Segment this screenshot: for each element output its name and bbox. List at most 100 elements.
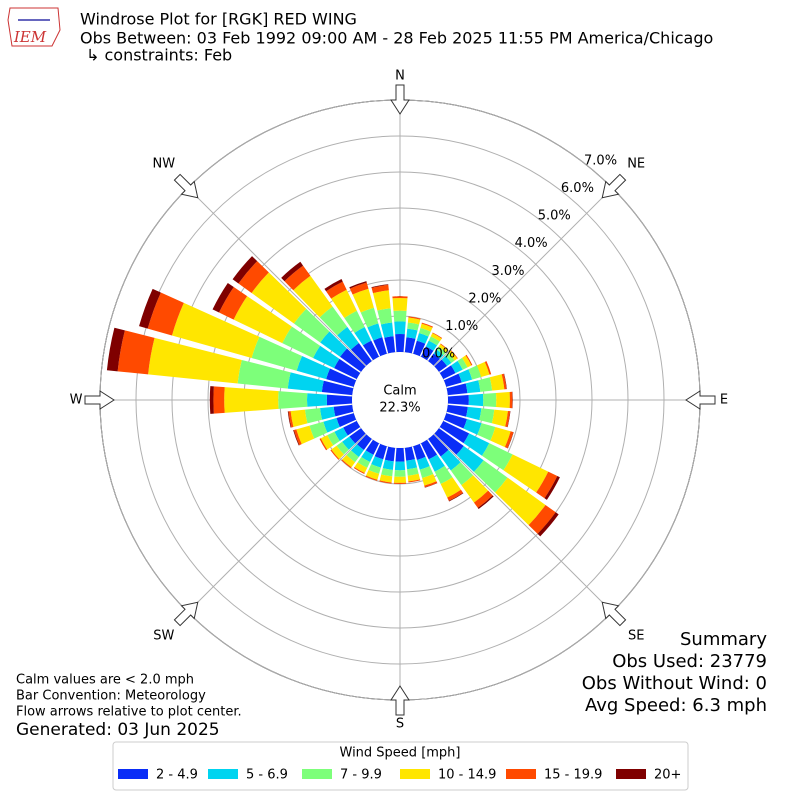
bar-segment — [456, 445, 484, 472]
bar-segment — [528, 504, 556, 534]
bar-segment — [446, 383, 468, 396]
bar-segment — [313, 345, 340, 369]
spoke — [187, 399, 401, 613]
summary-line: Avg Speed: 6.3 mph — [585, 695, 767, 716]
legend-swatch — [506, 769, 536, 779]
bar-segment — [416, 456, 430, 470]
bar-segment — [394, 470, 406, 477]
bar-segment — [439, 420, 470, 444]
flow-arrow — [601, 601, 627, 627]
compass-label: N — [395, 69, 405, 84]
bar-segment — [326, 368, 357, 387]
bar-segment — [394, 461, 406, 471]
ring-label: 0.0% — [422, 347, 455, 362]
bar-segment — [324, 278, 343, 292]
compass-label: SE — [628, 629, 644, 644]
title: Windrose Plot for [RGK] RED WING — [80, 10, 357, 29]
bar-segment — [287, 372, 324, 393]
bar-segment — [491, 409, 508, 427]
flow-arrow — [173, 173, 199, 199]
bar-segment — [321, 380, 354, 396]
bar-segment — [354, 326, 372, 346]
bar-segment — [384, 336, 396, 354]
bar-segment — [537, 512, 559, 537]
bar-segment — [450, 350, 458, 359]
bar-segment — [428, 353, 440, 366]
logo-text: IEM — [13, 28, 47, 46]
bar-segment — [503, 454, 549, 493]
bar-segment — [447, 394, 469, 406]
bar-segment — [304, 408, 323, 424]
bar-segment — [296, 425, 315, 445]
bar-segment — [434, 428, 464, 455]
bar-segment — [407, 322, 420, 331]
bar-segment — [319, 306, 348, 336]
bar-segment — [293, 275, 333, 318]
constraints: ↳ constraints: Feb — [86, 46, 232, 65]
bar-segment — [372, 290, 391, 311]
bar-segment — [367, 323, 383, 341]
bar-segment — [416, 333, 429, 344]
bar-segment — [406, 328, 418, 339]
bar-segment — [421, 322, 433, 328]
bar-segment — [441, 355, 452, 367]
legend-swatch — [400, 769, 430, 779]
bar-segment — [373, 337, 387, 357]
bar-segment — [307, 393, 327, 407]
bar-segment — [404, 337, 416, 354]
bar-segment — [413, 340, 426, 357]
legend-label: 7 - 9.9 — [340, 768, 382, 783]
bar-segment — [331, 289, 357, 319]
legend-label: 20+ — [654, 768, 681, 783]
bar-segment — [356, 434, 372, 451]
bar-segment — [362, 340, 380, 361]
bar-segment — [381, 468, 393, 477]
bar-segment — [237, 359, 291, 389]
bar-segment — [463, 418, 482, 435]
bar-segment — [458, 369, 473, 383]
bar-segment — [336, 441, 349, 455]
bar-segment — [382, 459, 394, 470]
flow-arrow — [390, 84, 410, 115]
bar-segment — [350, 444, 364, 458]
grid-ring — [207, 207, 593, 593]
ring-label: 3.0% — [491, 264, 524, 279]
compass-label: NW — [153, 156, 176, 171]
bar-segment — [293, 429, 302, 446]
polar-plot: Calm 22.3% 0.0% 1.0% 2.0% 3.0% 4.0% 5.0% 6.0% 7.0… — [70, 69, 729, 732]
bar-segment — [380, 322, 394, 338]
bar-segment — [346, 450, 359, 463]
ring-label: 1.0% — [445, 319, 478, 334]
bar-segment — [501, 373, 507, 390]
bar-segment — [293, 308, 330, 343]
bar-segment — [395, 334, 405, 353]
compass-label: E — [720, 393, 728, 408]
bar-segment — [238, 261, 269, 293]
logo: IEM — [7, 7, 61, 47]
bar-segment — [463, 433, 490, 456]
bar-segment — [440, 449, 461, 471]
legend-swatch — [302, 769, 332, 779]
bar-segment — [408, 316, 421, 320]
summary-title: Summary — [680, 629, 767, 650]
bar-segment — [379, 480, 392, 484]
bar-segment — [507, 411, 511, 428]
bar-segment — [436, 346, 447, 356]
bar-segment — [473, 460, 508, 493]
bar-segment — [425, 340, 438, 351]
bar-segment — [404, 446, 415, 461]
bar-segment — [465, 380, 481, 394]
bar-segment — [413, 443, 426, 461]
bar-segment — [406, 459, 418, 470]
bar-segment — [352, 288, 374, 313]
bar-segment — [407, 317, 421, 325]
bar-segment — [334, 358, 361, 380]
bar-segment — [484, 361, 492, 375]
calm-label: Calm — [383, 384, 416, 399]
bar-segment — [392, 298, 408, 311]
bar-segment — [461, 475, 489, 503]
grid-ring — [171, 171, 629, 629]
bar-segment — [117, 330, 155, 375]
bar-segment — [353, 467, 365, 475]
bar-segment — [477, 423, 496, 441]
